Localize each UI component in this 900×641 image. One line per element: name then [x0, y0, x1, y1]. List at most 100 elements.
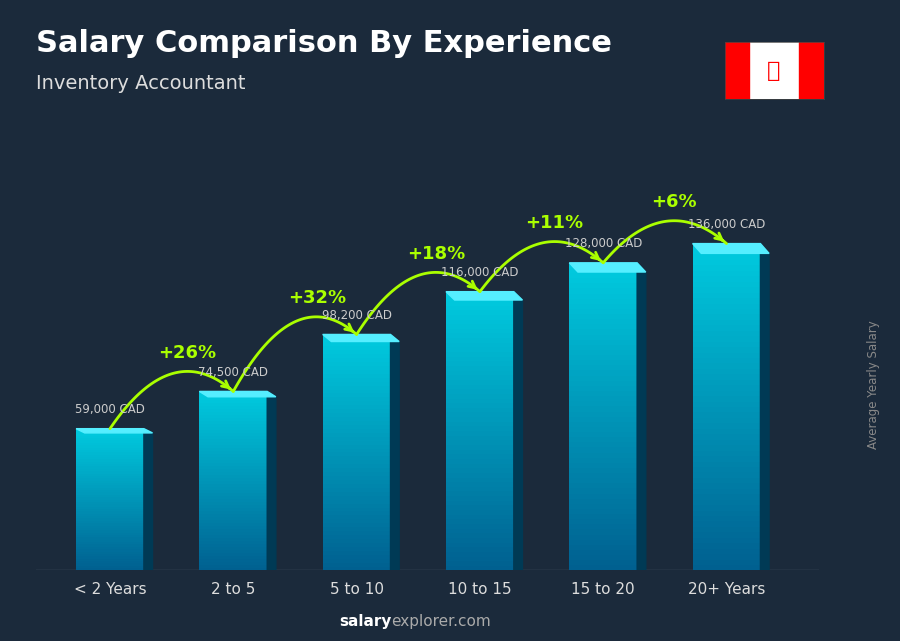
- Bar: [570, 406, 637, 412]
- Bar: [693, 336, 760, 342]
- Bar: [76, 547, 144, 549]
- Bar: [323, 527, 391, 531]
- Text: +6%: +6%: [652, 193, 697, 211]
- Bar: [200, 427, 267, 430]
- Bar: [570, 294, 637, 299]
- Bar: [570, 463, 637, 468]
- Bar: [200, 502, 267, 505]
- Bar: [76, 485, 144, 488]
- Bar: [446, 547, 514, 552]
- Bar: [76, 523, 144, 526]
- Bar: [323, 401, 391, 405]
- Bar: [693, 292, 760, 298]
- Bar: [570, 504, 637, 509]
- Bar: [323, 437, 391, 440]
- Bar: [446, 515, 514, 519]
- Bar: [570, 529, 637, 535]
- Bar: [200, 511, 267, 514]
- Bar: [200, 394, 267, 397]
- Bar: [76, 542, 144, 544]
- Bar: [76, 440, 144, 443]
- Bar: [570, 283, 637, 288]
- Bar: [446, 487, 514, 492]
- Bar: [323, 366, 391, 370]
- Bar: [446, 519, 514, 524]
- Bar: [570, 473, 637, 478]
- Bar: [200, 481, 267, 484]
- Bar: [76, 492, 144, 495]
- Bar: [570, 442, 637, 447]
- Bar: [323, 354, 391, 358]
- Text: 59,000 CAD: 59,000 CAD: [75, 403, 145, 416]
- Bar: [76, 506, 144, 509]
- Bar: [446, 552, 514, 556]
- Bar: [570, 401, 637, 406]
- Bar: [76, 469, 144, 471]
- Bar: [570, 386, 637, 391]
- Bar: [76, 526, 144, 528]
- Bar: [200, 499, 267, 502]
- Bar: [693, 565, 760, 570]
- Bar: [200, 463, 267, 466]
- Bar: [446, 403, 514, 408]
- Bar: [570, 545, 637, 550]
- Bar: [200, 508, 267, 511]
- Bar: [76, 530, 144, 533]
- Bar: [446, 431, 514, 436]
- Bar: [323, 433, 391, 437]
- Bar: [200, 526, 267, 529]
- Bar: [693, 363, 760, 369]
- Bar: [76, 464, 144, 467]
- Bar: [570, 340, 637, 345]
- Bar: [446, 422, 514, 426]
- Polygon shape: [391, 335, 399, 570]
- Bar: [693, 309, 760, 315]
- Bar: [446, 380, 514, 385]
- Bar: [446, 385, 514, 389]
- Bar: [200, 544, 267, 547]
- Bar: [446, 501, 514, 505]
- Bar: [693, 500, 760, 505]
- Bar: [200, 493, 267, 496]
- Bar: [323, 464, 391, 468]
- Bar: [570, 345, 637, 350]
- Bar: [570, 565, 637, 570]
- Bar: [693, 510, 760, 516]
- Bar: [446, 459, 514, 463]
- Bar: [200, 531, 267, 535]
- Bar: [323, 460, 391, 464]
- Bar: [76, 502, 144, 504]
- Bar: [200, 454, 267, 457]
- Bar: [693, 554, 760, 560]
- Bar: [323, 504, 391, 508]
- Bar: [323, 362, 391, 366]
- Bar: [446, 376, 514, 380]
- Bar: [693, 494, 760, 500]
- Bar: [323, 563, 391, 567]
- Text: +26%: +26%: [158, 344, 216, 362]
- Bar: [446, 389, 514, 394]
- Bar: [693, 478, 760, 483]
- Bar: [76, 497, 144, 499]
- Text: +11%: +11%: [526, 214, 584, 232]
- Bar: [570, 376, 637, 381]
- Bar: [446, 347, 514, 352]
- Bar: [76, 447, 144, 450]
- Bar: [323, 425, 391, 429]
- Bar: [323, 523, 391, 527]
- Bar: [200, 451, 267, 454]
- Bar: [200, 514, 267, 517]
- Bar: [200, 421, 267, 424]
- Bar: [323, 547, 391, 551]
- Bar: [200, 520, 267, 523]
- Bar: [200, 567, 267, 570]
- Polygon shape: [76, 429, 152, 433]
- Bar: [323, 519, 391, 523]
- Bar: [323, 405, 391, 409]
- Bar: [323, 495, 391, 500]
- Bar: [76, 467, 144, 469]
- Bar: [570, 422, 637, 427]
- Text: 98,200 CAD: 98,200 CAD: [321, 309, 392, 322]
- Bar: [446, 556, 514, 562]
- Bar: [76, 483, 144, 485]
